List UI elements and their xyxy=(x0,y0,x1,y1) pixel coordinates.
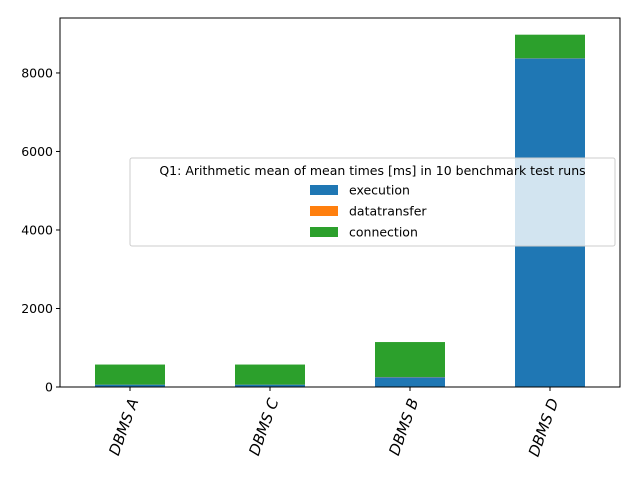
bar-execution-dbms-b xyxy=(375,377,445,387)
legend-label-datatransfer: datatransfer xyxy=(349,204,427,219)
bar-execution-dbms-c xyxy=(235,384,305,387)
x-axis: DBMS A DBMS C DBMS B DBMS D xyxy=(105,387,562,459)
bar-connection-dbms-c xyxy=(235,364,305,385)
plot-frame xyxy=(59,17,621,388)
y-tick-label: 2000 xyxy=(21,301,53,316)
legend-swatch-datatransfer xyxy=(310,206,338,216)
y-tick-label: 8000 xyxy=(21,65,53,80)
legend-swatch-execution xyxy=(310,185,338,195)
y-axis: 0 2000 4000 6000 8000 xyxy=(21,65,60,395)
x-tick-label: DBMS A xyxy=(105,396,142,458)
legend-title: Q1: Arithmetic mean of mean times [ms] i… xyxy=(159,163,585,178)
legend-label-connection: connection xyxy=(349,225,418,240)
x-tick-label: DBMS D xyxy=(525,396,563,459)
x-tick-label: DBMS B xyxy=(385,396,422,458)
y-tick-label: 0 xyxy=(45,380,53,395)
x-tick-label: DBMS C xyxy=(245,395,282,458)
legend-box xyxy=(129,157,616,247)
bar-connection-dbms-b xyxy=(375,342,445,377)
legend-swatch-connection xyxy=(310,227,338,237)
bar-connection-dbms-d xyxy=(515,34,585,59)
legend-label-execution: execution xyxy=(349,183,410,198)
legend: Q1: Arithmetic mean of mean times [ms] i… xyxy=(129,157,616,247)
bar-connection-dbms-a xyxy=(95,364,165,385)
y-tick-label: 6000 xyxy=(21,144,53,159)
legend-items: execution datatransfer connection xyxy=(310,183,427,240)
y-tick-label: 4000 xyxy=(21,222,53,237)
bar-execution-dbms-a xyxy=(95,384,165,387)
